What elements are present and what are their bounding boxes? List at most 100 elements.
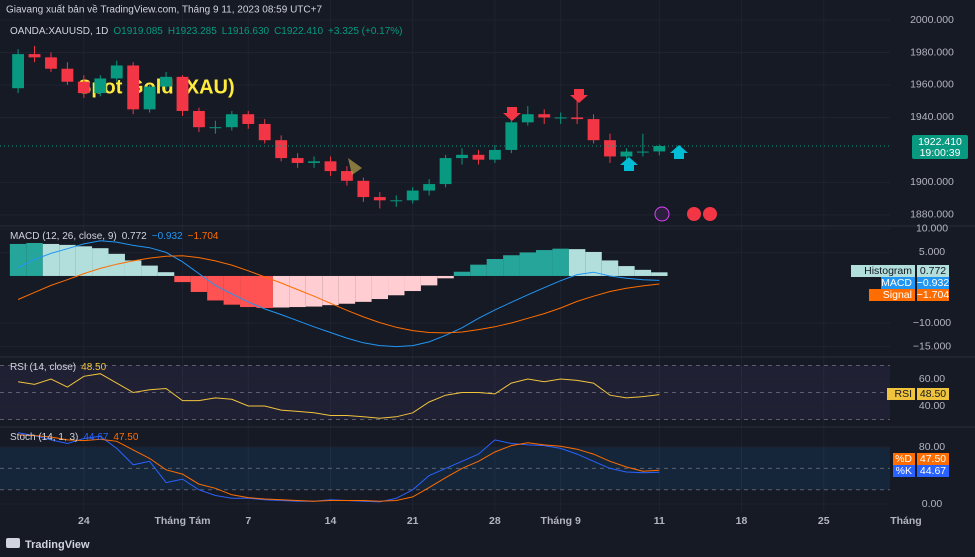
- y-tick-label: 60.00: [919, 373, 945, 385]
- buy-arrow: [670, 145, 688, 159]
- x-tick-label: 18: [736, 515, 748, 527]
- pane-legend: MACD (12, 26, close, 9) 0.772 −0.932 −1.704: [10, 231, 219, 242]
- histogram-bar: [437, 275, 454, 279]
- series-name-box: [881, 277, 915, 289]
- candle-body: [176, 76, 189, 111]
- candle-body: [127, 65, 140, 110]
- y-tick-label: 40.00: [919, 400, 945, 412]
- histogram-bar: [305, 275, 323, 307]
- histogram-bar: [371, 275, 389, 300]
- candle-body: [604, 140, 616, 157]
- x-tick-label: 14: [325, 515, 337, 527]
- candle-body: [242, 114, 255, 124]
- candle-body: [94, 78, 107, 94]
- histogram-bar: [124, 260, 142, 276]
- histogram-bar: [651, 272, 668, 276]
- sell-arrow: [570, 89, 588, 103]
- candle-body: [456, 154, 468, 159]
- y-tick-label: 10.000: [916, 223, 948, 235]
- histogram-bar: [108, 253, 125, 276]
- y-tick-label: 80.00: [919, 441, 945, 453]
- candle-body: [571, 117, 584, 120]
- ohlc-value: L1916.630: [222, 26, 270, 37]
- candle-body: [28, 54, 41, 58]
- candle-body: [406, 190, 419, 201]
- pane-legend: RSI (14, close) 48.50: [10, 362, 107, 373]
- histogram-bar: [470, 264, 487, 276]
- x-tick-label: 21: [407, 515, 419, 527]
- histogram-bar: [552, 248, 569, 276]
- histogram-bar: [289, 275, 306, 308]
- series-name-box: [893, 465, 915, 477]
- candle-body: [61, 68, 74, 82]
- price-axis: [890, 0, 975, 225]
- pane-value: 0.772: [122, 231, 147, 242]
- histogram-bar: [568, 249, 586, 276]
- candle-body: [373, 197, 386, 201]
- indicator-line: [17, 255, 660, 334]
- candle-body: [45, 57, 57, 69]
- histogram-bar: [174, 275, 191, 283]
- candle-body: [193, 110, 205, 128]
- decorations: [6, 89, 717, 548]
- y-tick-label: 1960.000: [910, 79, 954, 91]
- pane-value: 47.50: [113, 432, 138, 443]
- series-name-box: [851, 265, 915, 277]
- candle-body: [488, 149, 501, 160]
- plot: 24 Tháng Tám 7 14 21 28 Tháng 9 11 18 25 Tháng 2000…: [0, 0, 975, 527]
- pane-legend: Stoch (14, 1, 3) 44.67 47.50: [10, 432, 139, 443]
- series-value-box: [917, 277, 949, 289]
- indicator-line: [18, 434, 660, 502]
- x-tick-label: 25: [818, 515, 830, 527]
- x-tick-label: 7: [245, 515, 251, 527]
- watermark: Spot Gold (XAU): [78, 76, 235, 98]
- histogram-bar: [157, 272, 175, 276]
- pane-value: −0.932: [152, 231, 183, 242]
- x-tick-label: Tháng Tám: [154, 515, 210, 527]
- candle-body: [291, 158, 304, 163]
- buy-arrow: [620, 157, 638, 171]
- series-name-box: [887, 388, 915, 400]
- candle-body: [521, 114, 534, 123]
- y-tick-label: −15.000: [913, 340, 951, 352]
- candle-body: [209, 127, 222, 129]
- series-name-box: [869, 289, 915, 301]
- histogram-bar: [59, 244, 76, 276]
- histogram-bar: [42, 243, 60, 276]
- histogram-bar: [486, 259, 504, 276]
- last-price-box: [912, 135, 968, 160]
- candle-body: [143, 86, 156, 110]
- pane-title: Stoch (14, 1, 3): [10, 432, 78, 443]
- y-tick-label: 1900.000: [910, 176, 954, 188]
- pane-title: MACD (12, 26, close, 9): [10, 231, 117, 242]
- histogram-bar: [240, 275, 257, 308]
- candle-body: [554, 117, 567, 119]
- candle-body: [341, 171, 353, 181]
- event-icon[interactable]: [654, 206, 670, 222]
- candle-body: [160, 76, 172, 87]
- series-value: −0.932: [917, 277, 950, 289]
- event-icon[interactable]: [687, 207, 701, 221]
- logo: [6, 538, 20, 548]
- indicator-line: [18, 373, 660, 419]
- event-icon[interactable]: [703, 207, 717, 221]
- series-value: 44.67: [920, 465, 946, 477]
- histogram-bar: [601, 260, 619, 276]
- footer-logo: TradingView: [25, 539, 90, 551]
- candle-body: [275, 140, 288, 159]
- candle-body: [390, 200, 403, 202]
- series-name: RSI: [894, 388, 912, 400]
- series-value: −1.704: [917, 289, 950, 301]
- histogram-bar: [388, 275, 405, 296]
- histogram-bar: [223, 275, 241, 305]
- series-value-box: [917, 388, 949, 400]
- candle-body: [636, 151, 649, 153]
- histogram-bar: [75, 246, 93, 276]
- series-name: %K: [896, 465, 912, 477]
- series-value-box: [917, 289, 949, 301]
- y-tick-label: 1880.000: [910, 209, 954, 221]
- x-tick-label: Tháng: [890, 515, 922, 527]
- series-value: 47.50: [920, 453, 946, 465]
- histogram-bar: [141, 265, 158, 276]
